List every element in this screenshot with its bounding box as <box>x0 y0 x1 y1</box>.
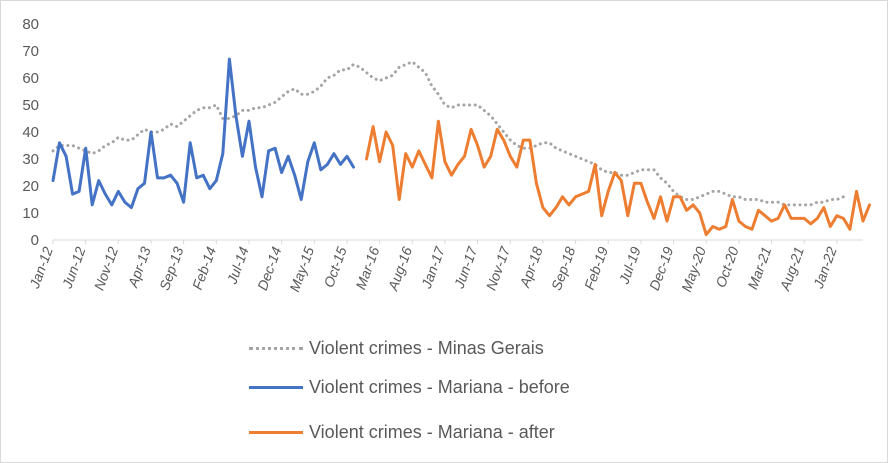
x-tick-label: Sep-18 <box>548 244 579 292</box>
x-tick-label: Mar-21 <box>744 245 774 292</box>
x-tick-label: Nov-12 <box>91 244 122 292</box>
y-tick-label: 0 <box>31 232 39 249</box>
legend-label-mariana-after: Violent crimes - Mariana - after <box>309 421 555 442</box>
x-tick-label: Nov-17 <box>483 243 514 292</box>
y-tick-label: 80 <box>22 16 39 33</box>
x-tick-label: Mar-16 <box>352 244 382 291</box>
y-tick-label: 10 <box>22 205 39 222</box>
series-line-0 <box>51 60 845 207</box>
legend-item-mariana-after: Violent crimes - Mariana - after <box>249 417 555 447</box>
legend-swatch-minas-gerais <box>249 346 303 350</box>
y-tick-label: 40 <box>22 124 39 141</box>
x-tick-label: May-20 <box>678 244 709 294</box>
y-tick-label: 60 <box>22 70 39 87</box>
x-tick-label: Aug-21 <box>776 245 807 294</box>
legend-swatch-mariana-before <box>249 385 303 389</box>
x-tick-label: Jan-17 <box>418 243 448 291</box>
x-tick-label: Apr-18 <box>516 244 546 290</box>
legend-item-mariana-before: Violent crimes - Mariana - before <box>249 372 570 402</box>
legend-label-minas-gerais: Violent crimes - Minas Gerais <box>309 337 544 358</box>
x-tick-label: Feb-19 <box>581 244 611 291</box>
legend-label-mariana-before: Violent crimes - Mariana - before <box>309 376 570 397</box>
y-tick-label: 50 <box>22 97 39 114</box>
x-tick-label: Aug-16 <box>384 244 415 293</box>
y-tick-label: 20 <box>22 178 39 195</box>
y-tick-label: 70 <box>22 43 39 60</box>
x-tick-label: Feb-14 <box>189 244 219 291</box>
x-tick-label: Sep-13 <box>156 244 187 292</box>
x-tick-label: May-15 <box>286 244 317 294</box>
legend-swatch-mariana-after <box>249 430 303 434</box>
series-line-1 <box>51 57 355 210</box>
x-tick-label: Jul-19 <box>615 244 643 286</box>
x-tick-label: Dec-14 <box>254 244 285 292</box>
x-tick-label: Apr-13 <box>124 244 154 290</box>
x-tick-label: Oct-20 <box>712 244 741 289</box>
x-tick-label: Dec-19 <box>646 244 677 292</box>
x-tick-label: Jan-12 <box>26 244 56 291</box>
legend-item-minas-gerais: Violent crimes - Minas Gerais <box>249 333 544 363</box>
x-tick-label: Jan-22 <box>810 244 840 291</box>
y-tick-label: 30 <box>22 151 39 168</box>
x-tick-label: Jun-12 <box>58 244 88 291</box>
x-tick-label: Jun-17 <box>450 243 480 291</box>
x-tick-label: Jul-14 <box>223 244 251 286</box>
x-tick-label: Oct-15 <box>320 244 349 289</box>
series-line-2 <box>365 119 871 237</box>
